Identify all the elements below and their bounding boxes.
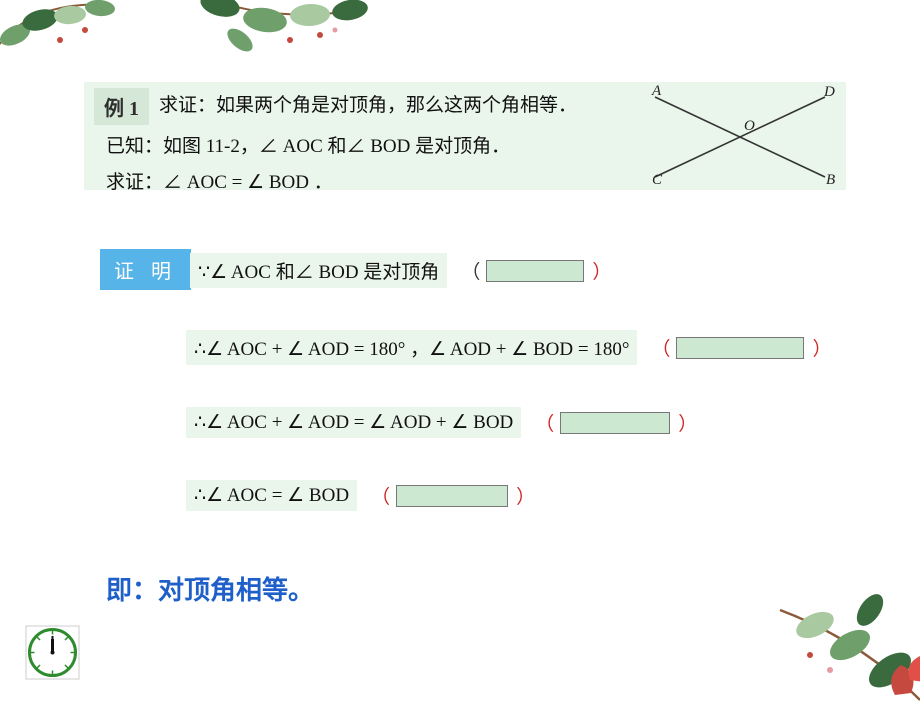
proof-blank-2[interactable] xyxy=(676,337,804,359)
proof-line-4-formula: ∴∠ AOC = ∠ BOD xyxy=(186,480,357,511)
proof-line-2: ∴∠ AOC + ∠ AOD = 180° ，∠ AOD + ∠ BOD = 1… xyxy=(186,330,860,365)
example-label: 例 1 xyxy=(94,88,149,125)
paren-open: （ xyxy=(651,334,670,361)
conclusion: 即：对顶角相等。 xyxy=(106,570,314,607)
vertical-angles-diagram: A D C B O xyxy=(640,82,840,187)
diagram-label-d: D xyxy=(823,84,835,100)
proof-blank-4[interactable] xyxy=(396,485,508,507)
proof-line-2-formula: ∴∠ AOC + ∠ AOD = 180° ，∠ AOD + ∠ BOD = 1… xyxy=(186,330,637,365)
slide-root: 例 1 求证：如果两个角是对顶角，那么这两个角相等． 已知：如图 11-2，∠ … xyxy=(0,0,920,690)
diagram-label-c: C xyxy=(652,172,663,187)
conclusion-prefix: 即： xyxy=(106,575,158,605)
proof-line-3-formula: ∴∠ AOC + ∠ AOD = ∠ AOD + ∠ BOD xyxy=(186,407,521,438)
clock-icon xyxy=(25,625,80,680)
proof-blank-3[interactable] xyxy=(560,412,670,434)
paren-open: （ xyxy=(535,409,554,436)
leaves-top-center-decoration xyxy=(180,0,480,75)
paren-open: （ xyxy=(371,482,390,509)
conclusion-text: 对顶角相等。 xyxy=(158,575,314,605)
example-problem-text: 求证：如果两个角是对顶角，那么这两个角相等． xyxy=(159,90,577,122)
diagram-label-o: O xyxy=(744,118,755,134)
paren-close: ） xyxy=(812,334,831,361)
paren-close: ） xyxy=(516,482,535,509)
proof-body: ∵∠ AOC 和∠ BOD 是对顶角 （ ） ∴∠ AOC + ∠ AOD = … xyxy=(100,249,860,553)
paren-close: ） xyxy=(678,409,697,436)
proof-line-1-formula: ∵∠ AOC 和∠ BOD 是对顶角 xyxy=(190,253,447,288)
leaves-top-left-decoration xyxy=(0,0,210,70)
diagram-label-a: A xyxy=(651,83,662,99)
proof-line-1: ∵∠ AOC 和∠ BOD 是对顶角 （ ） xyxy=(190,253,860,288)
paren-open: （ xyxy=(461,257,480,284)
paren-close: ） xyxy=(592,257,611,284)
leaves-bottom-right-decoration xyxy=(720,550,920,710)
diagram-label-b: B xyxy=(826,172,835,187)
proof-line-3: ∴∠ AOC + ∠ AOD = ∠ AOD + ∠ BOD （ ） xyxy=(186,407,860,438)
proof-blank-1[interactable] xyxy=(486,260,584,282)
proof-line-4: ∴∠ AOC = ∠ BOD （ ） xyxy=(186,480,860,511)
